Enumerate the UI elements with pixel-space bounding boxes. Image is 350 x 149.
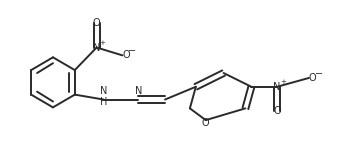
Text: H: H xyxy=(100,97,107,107)
Text: N: N xyxy=(93,42,100,52)
Text: N: N xyxy=(135,86,142,96)
Text: −: − xyxy=(128,46,136,56)
Text: O: O xyxy=(202,118,210,128)
Text: O: O xyxy=(273,106,281,116)
Text: O: O xyxy=(122,50,130,60)
Text: −: − xyxy=(315,69,323,79)
Text: O: O xyxy=(93,18,100,28)
Text: +: + xyxy=(100,40,105,46)
Text: O: O xyxy=(309,73,316,83)
Text: +: + xyxy=(280,79,286,85)
Text: N: N xyxy=(273,82,281,92)
Text: N: N xyxy=(100,86,107,96)
